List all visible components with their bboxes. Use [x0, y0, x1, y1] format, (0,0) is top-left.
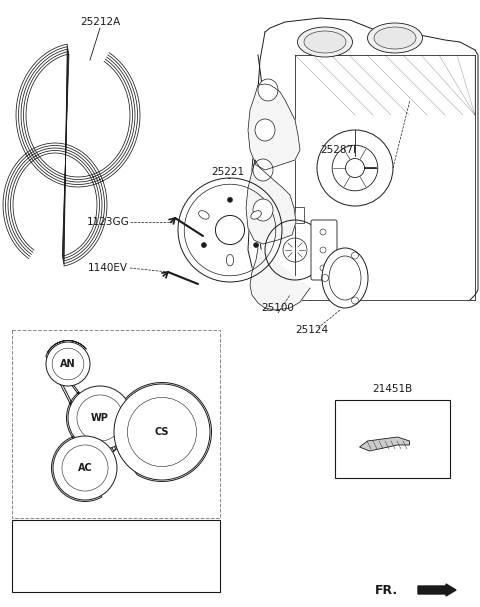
Text: CS: CS — [20, 578, 34, 588]
Ellipse shape — [322, 248, 368, 308]
Bar — [335, 400, 450, 478]
Circle shape — [202, 243, 206, 248]
Ellipse shape — [199, 211, 209, 219]
Text: AC: AC — [20, 543, 34, 552]
Text: AN: AN — [60, 359, 76, 369]
Text: ALTERNATOR: ALTERNATOR — [48, 524, 106, 534]
Text: 25287I: 25287I — [320, 145, 356, 155]
Text: 21451B: 21451B — [372, 384, 413, 394]
Text: AN: AN — [20, 524, 34, 534]
Circle shape — [114, 384, 210, 480]
Bar — [12, 330, 220, 518]
Circle shape — [68, 386, 132, 450]
Polygon shape — [360, 437, 409, 451]
Text: CRANKSHAFT: CRANKSHAFT — [48, 578, 108, 588]
Circle shape — [253, 243, 259, 248]
Polygon shape — [248, 84, 300, 170]
FancyArrow shape — [418, 584, 456, 596]
Text: 1140EV: 1140EV — [88, 263, 128, 273]
Ellipse shape — [304, 31, 346, 53]
Ellipse shape — [298, 27, 352, 57]
Text: WATER PUMP: WATER PUMP — [48, 560, 107, 569]
Ellipse shape — [329, 256, 361, 300]
Text: 25124: 25124 — [295, 325, 329, 335]
Text: WP: WP — [19, 560, 35, 569]
Ellipse shape — [374, 27, 416, 49]
Text: 25212A: 25212A — [80, 17, 120, 27]
Text: FR.: FR. — [375, 583, 398, 597]
Circle shape — [228, 197, 232, 202]
Ellipse shape — [253, 199, 273, 221]
Text: AIR CON COMPRESSOR: AIR CON COMPRESSOR — [48, 543, 152, 552]
Bar — [12, 520, 220, 592]
FancyBboxPatch shape — [286, 207, 304, 223]
Ellipse shape — [368, 23, 422, 53]
Ellipse shape — [253, 159, 273, 181]
FancyBboxPatch shape — [311, 220, 337, 280]
Circle shape — [53, 436, 117, 500]
Ellipse shape — [227, 254, 234, 266]
Text: 25100: 25100 — [262, 303, 294, 313]
Ellipse shape — [251, 211, 262, 219]
Polygon shape — [250, 248, 310, 310]
Ellipse shape — [258, 79, 278, 101]
Text: 25221: 25221 — [211, 167, 245, 177]
Text: 1123GG: 1123GG — [86, 217, 130, 227]
Text: CS: CS — [155, 427, 169, 437]
Text: AC: AC — [78, 463, 92, 473]
Ellipse shape — [255, 119, 275, 141]
Text: WP: WP — [91, 413, 109, 423]
Circle shape — [46, 342, 90, 386]
Polygon shape — [246, 160, 296, 244]
